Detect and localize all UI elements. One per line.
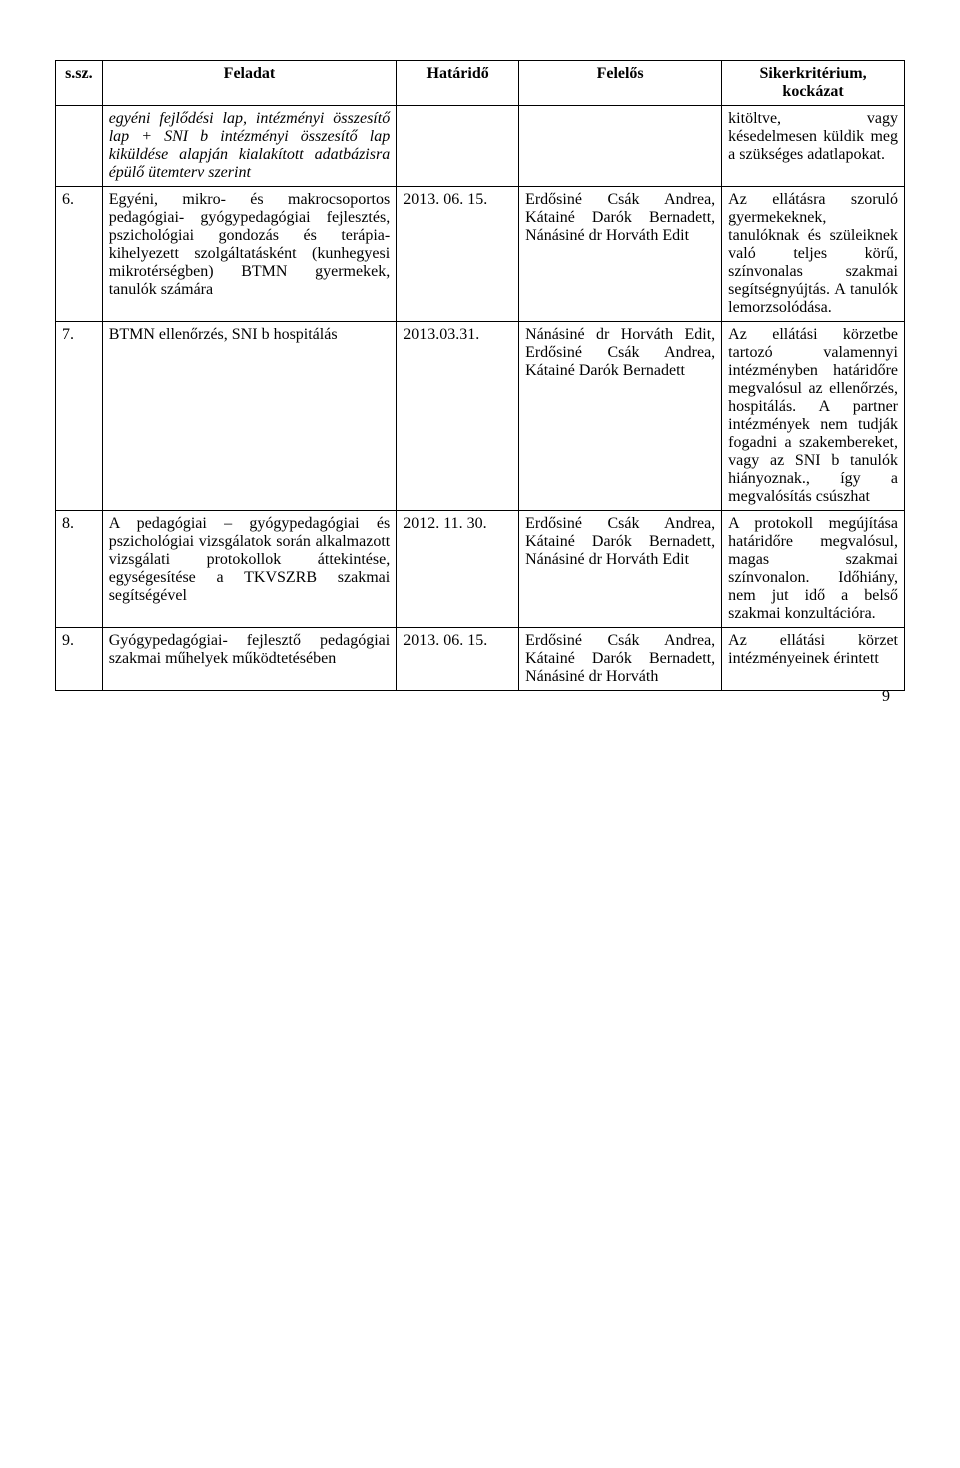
table-row: 8.A pedagógiai – gyógypedagógiai és pszi…	[56, 511, 905, 628]
cell-task: A pedagógiai – gyógypedagógiai és pszich…	[102, 511, 397, 628]
table-row: egyéni fejlődési lap, intézményi összesí…	[56, 106, 905, 187]
cell-deadline: 2013.03.31.	[397, 322, 519, 511]
cell-task: egyéni fejlődési lap, intézményi összesí…	[102, 106, 397, 187]
header-deadline: Határidő	[397, 61, 519, 106]
cell-deadline	[397, 106, 519, 187]
header-num: s.sz.	[56, 61, 103, 106]
cell-deadline: 2013. 06. 15.	[397, 187, 519, 322]
page-number: 9	[882, 688, 890, 706]
cell-responsible: Erdősiné Csák Andrea, Kátainé Darók Bern…	[519, 628, 722, 691]
document-table: s.sz. Feladat Határidő Felelős Sikerkrit…	[55, 60, 905, 691]
cell-task: Gyógypedagógiai- fejlesztő pedagógiai sz…	[102, 628, 397, 691]
table-row: 7.BTMN ellenőrzés, SNI b hospitálás2013.…	[56, 322, 905, 511]
cell-criteria: kitöltve, vagy késedelmesen küldik meg a…	[722, 106, 905, 187]
cell-responsible: Erdősiné Csák Andrea, Kátainé Darók Bern…	[519, 187, 722, 322]
cell-responsible: Nánásiné dr Horváth Edit, Erdősiné Csák …	[519, 322, 722, 511]
cell-task: Egyéni, mikro- és makrocsoportos pedagóg…	[102, 187, 397, 322]
cell-criteria: Az ellátási körzet intézményeinek érinte…	[722, 628, 905, 691]
cell-num	[56, 106, 103, 187]
cell-task: BTMN ellenőrzés, SNI b hospitálás	[102, 322, 397, 511]
header-responsible: Felelős	[519, 61, 722, 106]
cell-num: 7.	[56, 322, 103, 511]
cell-num: 6.	[56, 187, 103, 322]
header-task: Feladat	[102, 61, 397, 106]
header-criteria: Sikerkritérium, kockázat	[722, 61, 905, 106]
cell-num: 8.	[56, 511, 103, 628]
cell-deadline: 2013. 06. 15.	[397, 628, 519, 691]
cell-criteria: A protokoll megújítása határidőre megval…	[722, 511, 905, 628]
table-row: 9.Gyógypedagógiai- fejlesztő pedagógiai …	[56, 628, 905, 691]
cell-criteria: Az ellátási körzetbe tartozó valamennyi …	[722, 322, 905, 511]
cell-responsible: Erdősiné Csák Andrea, Kátainé Darók Bern…	[519, 511, 722, 628]
table-row: 6.Egyéni, mikro- és makrocsoportos pedag…	[56, 187, 905, 322]
cell-num: 9.	[56, 628, 103, 691]
table-header-row: s.sz. Feladat Határidő Felelős Sikerkrit…	[56, 61, 905, 106]
cell-deadline: 2012. 11. 30.	[397, 511, 519, 628]
cell-responsible	[519, 106, 722, 187]
cell-criteria: Az ellátásra szoruló gyermekeknek, tanul…	[722, 187, 905, 322]
